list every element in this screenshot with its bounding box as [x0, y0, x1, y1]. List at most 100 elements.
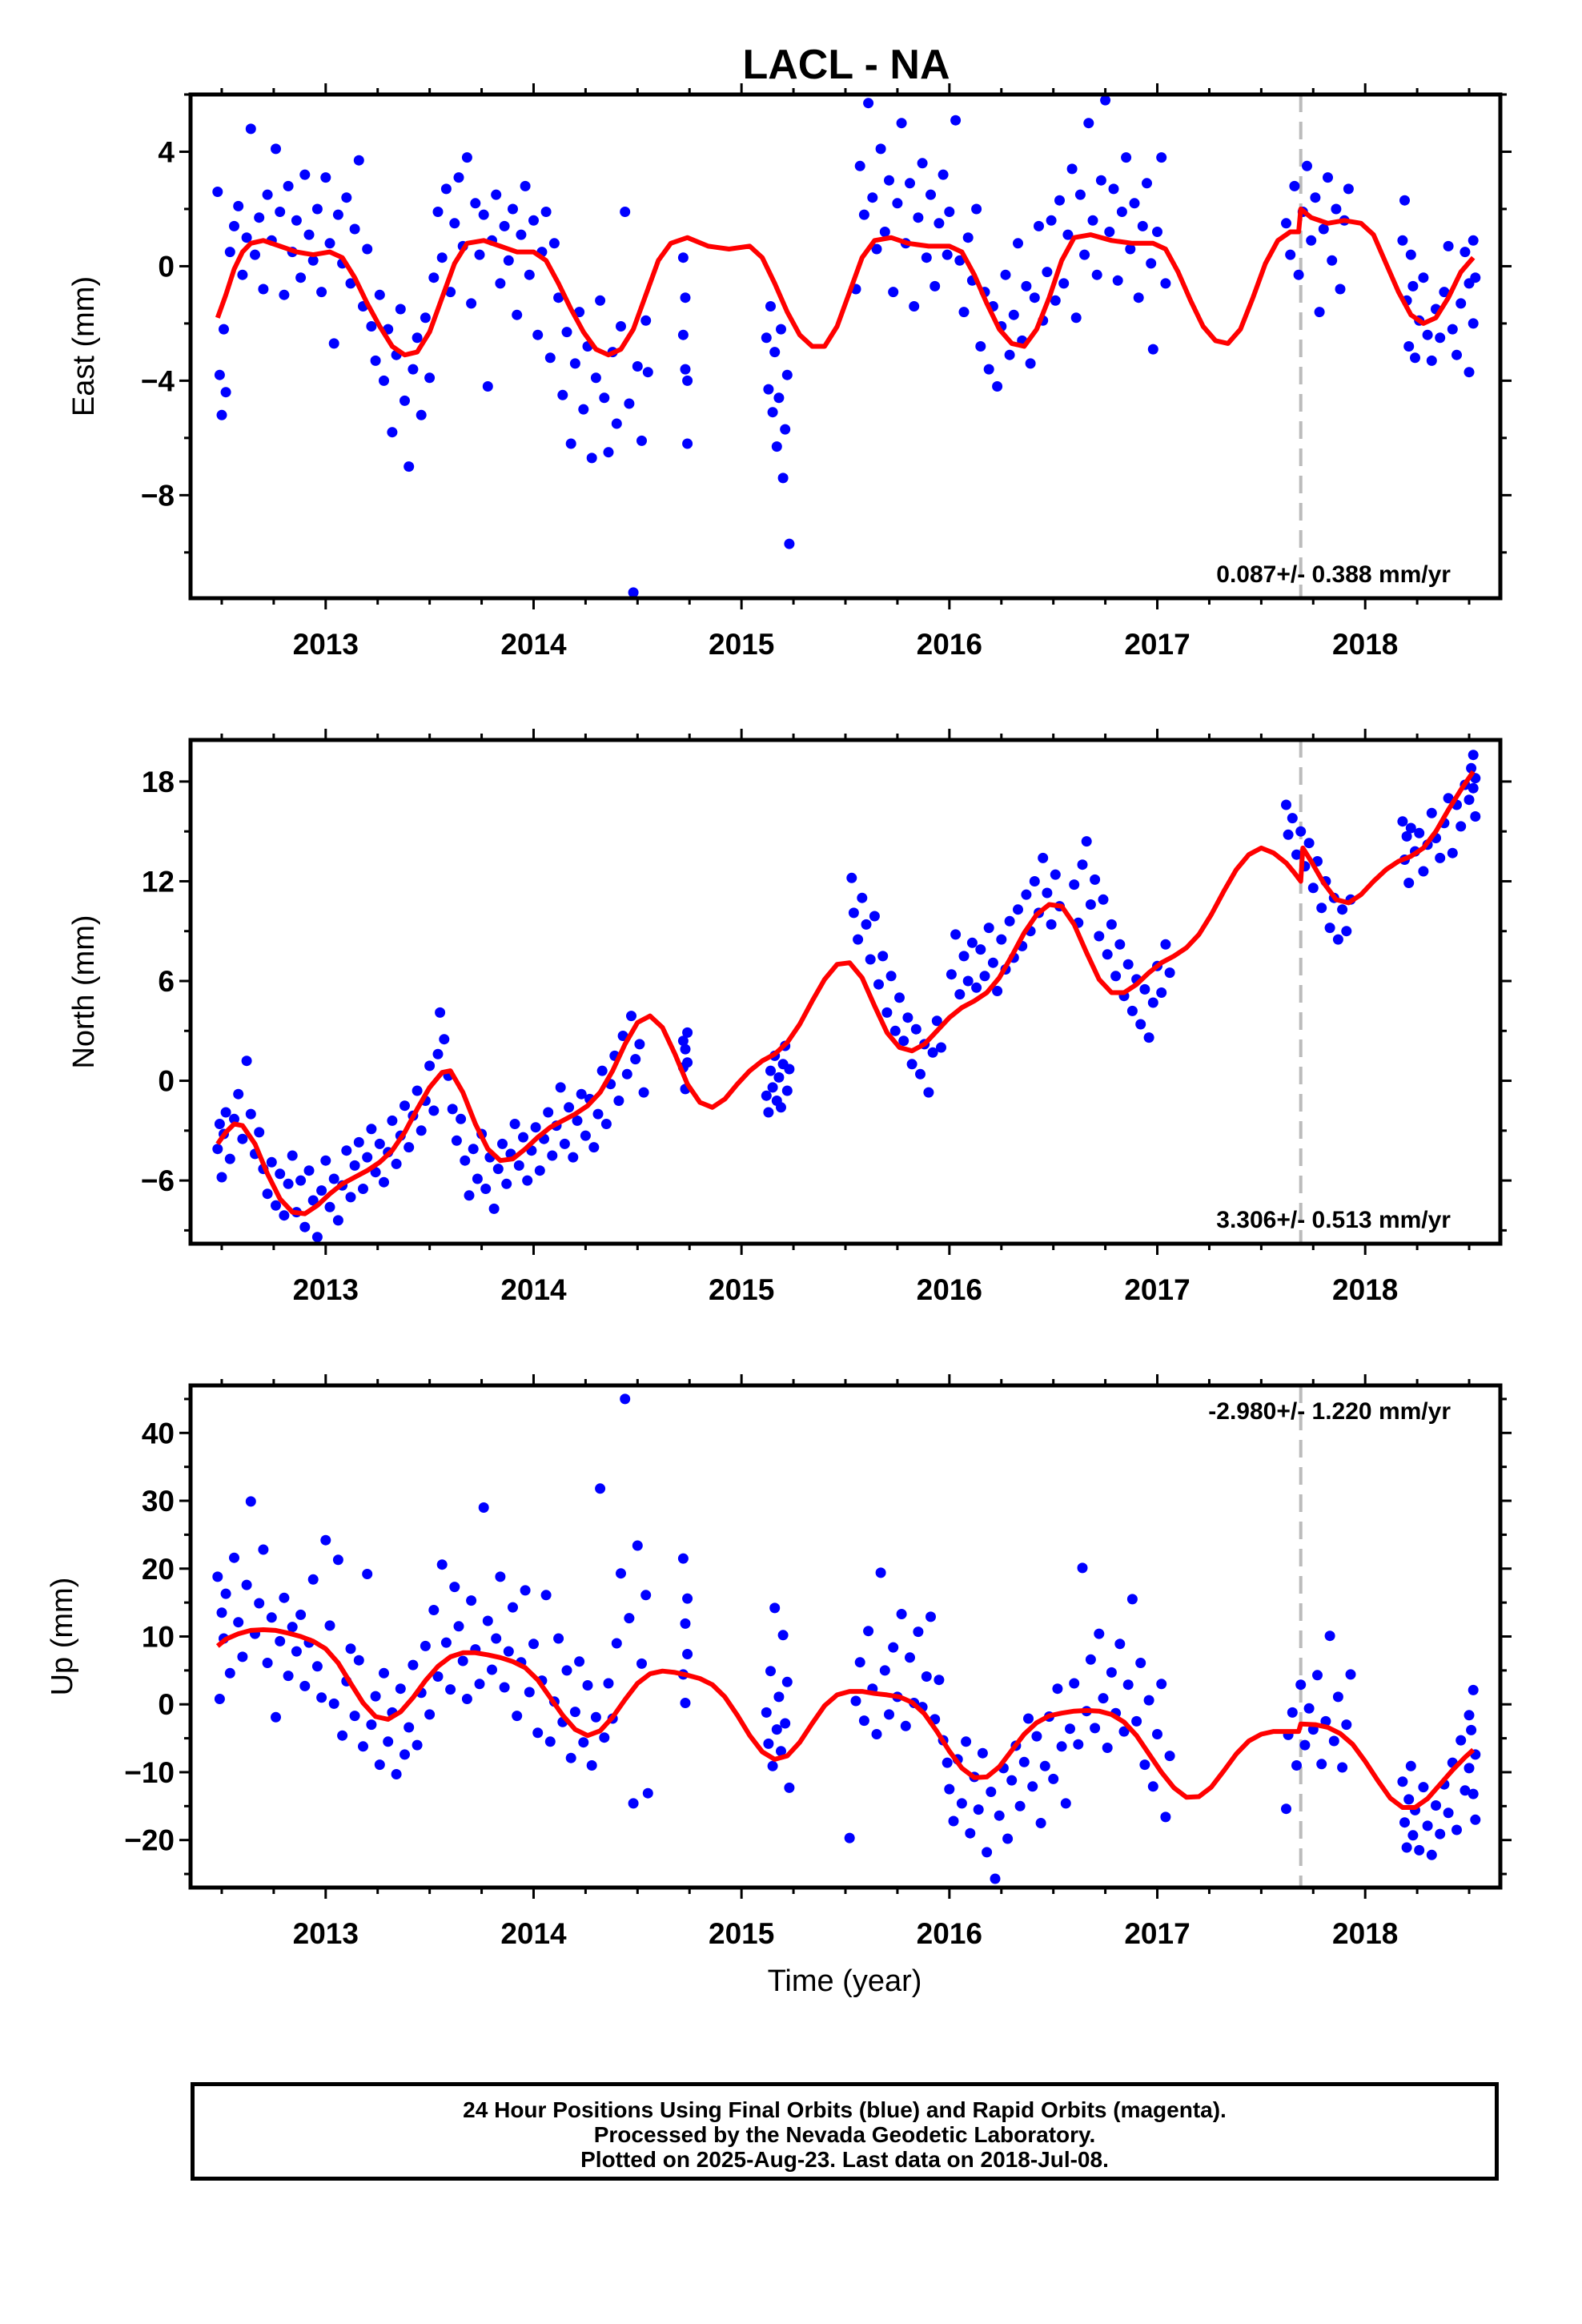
- east-data-point: [971, 203, 982, 215]
- up-y-tick-label: 10: [142, 1621, 175, 1654]
- east-data-point: [776, 324, 786, 335]
- north-data-point: [784, 1063, 795, 1075]
- up-data-point: [383, 1736, 394, 1747]
- north-data-point: [1283, 829, 1294, 840]
- up-data-point: [1039, 1760, 1050, 1771]
- up-data-point: [1303, 1703, 1315, 1714]
- east-data-point: [482, 381, 493, 392]
- north-data-point: [480, 1184, 492, 1194]
- east-data-point: [975, 341, 986, 352]
- north-model-curve: [215, 770, 1476, 1216]
- up-data-point: [982, 1847, 993, 1858]
- east-data-point: [1289, 180, 1300, 191]
- up-data-point: [854, 1657, 865, 1668]
- east-data-point: [1137, 220, 1148, 231]
- up-data-point: [420, 1640, 431, 1651]
- east-data-point: [474, 249, 485, 260]
- east-data-point: [311, 203, 323, 215]
- east-data-point: [432, 207, 444, 217]
- east-data-point: [603, 447, 614, 458]
- east-data-point: [299, 169, 311, 180]
- north-data-point: [1468, 750, 1479, 761]
- north-data-point: [626, 1011, 636, 1022]
- east-data-point: [867, 192, 878, 203]
- up-data-point: [316, 1692, 327, 1703]
- up-data-point: [1435, 1828, 1446, 1839]
- x-axis-title: Time (year): [768, 1964, 922, 1998]
- north-data-point: [902, 1012, 913, 1023]
- up-data-point: [680, 1698, 691, 1708]
- up-data-point: [1056, 1741, 1067, 1752]
- north-data-point: [1403, 878, 1415, 888]
- up-y-tick-label: 20: [142, 1553, 175, 1586]
- up-data-point: [379, 1667, 389, 1679]
- up-data-point: [320, 1534, 331, 1546]
- up-data-point: [1345, 1669, 1356, 1680]
- north-data-point: [287, 1150, 298, 1161]
- north-data-point: [894, 992, 905, 1003]
- up-data-point: [628, 1798, 639, 1809]
- east-data-point: [784, 538, 795, 549]
- up-data-point: [636, 1658, 647, 1669]
- east-data-point: [524, 269, 535, 280]
- north-data-point: [682, 1057, 693, 1068]
- north-data-point: [332, 1215, 343, 1226]
- north-data-point: [555, 1082, 566, 1093]
- east-data-point: [544, 352, 556, 364]
- east-data-point: [258, 283, 269, 295]
- up-data-point: [1073, 1739, 1084, 1750]
- east-data-point: [216, 409, 227, 420]
- up-data-point: [449, 1582, 460, 1593]
- up-data-point: [544, 1736, 556, 1747]
- east-data-point: [624, 398, 635, 409]
- up-data-point: [482, 1615, 493, 1626]
- north-data-point: [1418, 866, 1429, 877]
- up-data-point: [561, 1665, 572, 1676]
- east-data-point: [1285, 249, 1296, 260]
- up-data-point: [888, 1642, 899, 1653]
- north-data-point: [534, 1165, 545, 1176]
- east-data-point: [557, 389, 568, 400]
- east-data-point: [632, 361, 643, 372]
- east-data-point: [466, 298, 477, 309]
- east-x-tick-label: 2017: [1124, 628, 1190, 661]
- east-data-point: [771, 441, 782, 452]
- east-data-point: [503, 255, 514, 266]
- north-points: [212, 750, 1481, 1243]
- north-data-point: [936, 1042, 946, 1053]
- east-data-point: [324, 238, 335, 249]
- east-data-point: [420, 312, 431, 324]
- north-data-point: [869, 911, 880, 922]
- up-x-tick-label: 2015: [709, 1917, 774, 1950]
- north-data-point: [543, 1107, 554, 1118]
- north-data-point: [245, 1108, 256, 1120]
- up-data-point: [1295, 1679, 1307, 1691]
- up-data-point: [773, 1691, 785, 1703]
- east-data-point: [212, 187, 223, 197]
- north-data-point: [387, 1115, 398, 1126]
- east-data-point: [983, 364, 994, 375]
- east-data-point: [1397, 235, 1408, 246]
- north-data-point: [638, 1087, 649, 1098]
- up-data-point: [1098, 1693, 1109, 1704]
- up-data-point: [875, 1567, 886, 1578]
- east-data-point: [1087, 215, 1098, 226]
- north-data-point: [295, 1175, 307, 1186]
- north-data-point: [435, 1007, 446, 1018]
- up-data-point: [763, 1738, 774, 1749]
- east-x-tick-label: 2018: [1332, 628, 1398, 661]
- up-data-point: [1332, 1691, 1343, 1703]
- up-data-point: [1281, 1803, 1291, 1815]
- east-data-point: [499, 220, 510, 231]
- up-data-point: [944, 1783, 955, 1795]
- up-data-point: [404, 1722, 415, 1733]
- up-data-point: [328, 1698, 339, 1709]
- north-data-point: [1098, 894, 1109, 905]
- north-data-point: [776, 1102, 786, 1113]
- north-data-point: [580, 1130, 591, 1141]
- north-data-point: [1042, 887, 1053, 899]
- up-data-point: [453, 1621, 464, 1632]
- north-data-point: [428, 1105, 440, 1116]
- north-x-tick-label: 2015: [709, 1273, 774, 1306]
- north-data-point: [1147, 997, 1158, 1008]
